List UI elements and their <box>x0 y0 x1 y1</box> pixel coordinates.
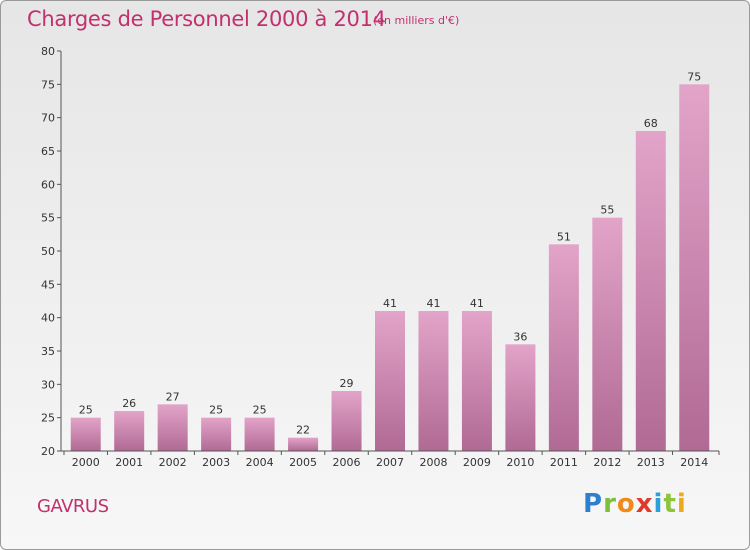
logo-letter: P <box>583 489 604 519</box>
x-tick-label: 2008 <box>419 456 447 469</box>
x-tick-label: 2009 <box>463 456 491 469</box>
bar-value-label: 51 <box>557 230 571 243</box>
bar-value-label: 75 <box>687 70 701 83</box>
bar <box>418 311 449 451</box>
y-tick-label: 35 <box>41 345 55 358</box>
bar <box>201 417 232 451</box>
logo-letter: o <box>616 489 636 519</box>
bar-value-label: 41 <box>426 297 440 310</box>
bar-value-label: 25 <box>209 404 223 417</box>
logo-letter: r <box>603 489 617 519</box>
y-tick-label: 40 <box>41 312 55 325</box>
x-tick-label: 2013 <box>637 456 665 469</box>
bar-value-label: 27 <box>166 390 180 403</box>
x-tick-label: 2007 <box>376 456 404 469</box>
x-tick-label: 2004 <box>246 456 274 469</box>
bar-value-label: 41 <box>470 297 484 310</box>
y-tick-label: 75 <box>41 78 55 91</box>
bar-value-label: 26 <box>122 397 136 410</box>
bar-value-label: 25 <box>79 404 93 417</box>
logo-letter: i <box>653 489 664 519</box>
logo-letter: x <box>635 489 654 519</box>
bar <box>548 244 579 451</box>
y-tick-label: 30 <box>41 378 55 391</box>
bar-value-label: 36 <box>513 330 527 343</box>
x-tick-label: 2012 <box>593 456 621 469</box>
chart-title: Charges de Personnel 2000 à 2014 <box>27 7 386 31</box>
bar <box>461 311 492 451</box>
x-tick-label: 2011 <box>550 456 578 469</box>
y-tick-label: 60 <box>41 178 55 191</box>
bar <box>331 391 362 451</box>
bar-value-label: 55 <box>600 204 614 217</box>
bars-layer <box>70 84 710 451</box>
x-tick-label: 2010 <box>506 456 534 469</box>
axes-layer: 20 25 30 35 40 45 50 55 60 65 70 75 80 2000 25 2001 26 20… <box>41 45 720 469</box>
x-tick-label: 2006 <box>333 456 361 469</box>
y-tick-label: 45 <box>41 278 55 291</box>
bar <box>70 417 101 451</box>
bar <box>679 84 710 451</box>
x-tick-label: 2002 <box>159 456 187 469</box>
chart-subtitle: (en milliers d'€) <box>373 14 460 27</box>
x-tick-label: 2014 <box>680 456 708 469</box>
y-tick-label: 65 <box>41 145 55 158</box>
x-tick-label: 2005 <box>289 456 317 469</box>
bar <box>505 344 536 451</box>
y-tick-label: 20 <box>41 445 55 458</box>
bar <box>592 217 623 451</box>
x-tick-label: 2000 <box>72 456 100 469</box>
bar-value-label: 25 <box>253 404 267 417</box>
logo-letter: t <box>663 489 677 519</box>
bar-value-label: 68 <box>644 117 658 130</box>
bar-value-label: 29 <box>340 377 354 390</box>
commune-name: GAVRUS <box>37 496 109 517</box>
x-tick-label: 2001 <box>115 456 143 469</box>
bar <box>114 411 145 451</box>
logo-letter: i <box>676 489 687 519</box>
y-tick-label: 70 <box>41 112 55 125</box>
bar <box>288 437 319 451</box>
bar-value-label: 22 <box>296 424 310 437</box>
y-tick-label: 55 <box>41 212 55 225</box>
x-tick-label: 2003 <box>202 456 230 469</box>
bar <box>244 417 275 451</box>
y-tick-label: 50 <box>41 245 55 258</box>
bar <box>157 404 188 451</box>
y-tick-label: 25 <box>41 412 55 425</box>
bar-value-label: 41 <box>383 297 397 310</box>
bar <box>375 311 405 451</box>
bar <box>635 131 666 451</box>
y-tick-label: 80 <box>41 45 55 58</box>
proxiti-logo: Proxiti <box>583 489 687 519</box>
